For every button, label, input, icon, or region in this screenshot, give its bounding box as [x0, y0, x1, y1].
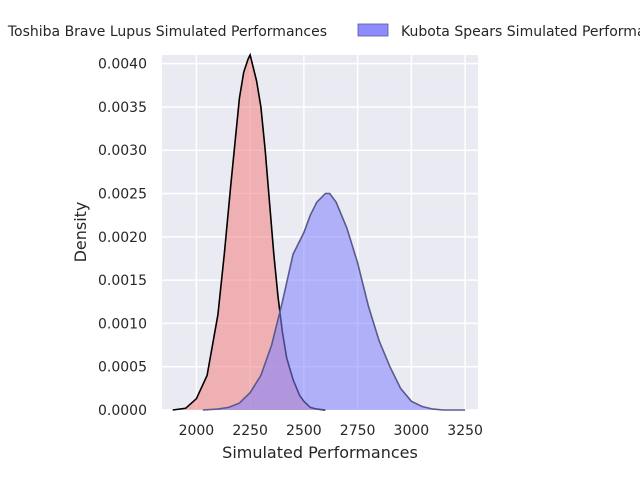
x-axis-label: Simulated Performances: [222, 443, 418, 462]
legend: Toshiba Brave Lupus Simulated Performanc…: [7, 23, 640, 40]
x-ticks: 2000 2250 2500 2750 3000 3250: [179, 423, 483, 439]
y-tick-label-0.0025: 0.0025: [98, 187, 147, 203]
y-tick-label-0.0020: 0.0020: [98, 230, 147, 246]
y-tick-label-0.0040: 0.0040: [98, 57, 147, 73]
series-area-1: [172, 55, 326, 410]
legend-swatch-2: [357, 23, 389, 37]
x-tick-label-2750: 2750: [340, 423, 376, 439]
legend-label-2: Kubota Spears Simulated Performances: [401, 24, 640, 40]
series-line-2: [202, 192, 466, 411]
y-tick-label-0.0000: 0.0000: [98, 403, 147, 419]
y-tick-label-0.0015: 0.0015: [98, 273, 147, 289]
y-tick-label-0.0005: 0.0005: [98, 360, 147, 376]
x-tick-label-2500: 2500: [286, 423, 322, 439]
y-tick-label-0.0035: 0.0035: [98, 100, 147, 116]
x-tick-label-3000: 3000: [394, 423, 430, 439]
x-tick-label-3250: 3250: [447, 423, 483, 439]
legend-label-1: Toshiba Brave Lupus Simulated Performanc…: [7, 24, 327, 40]
y-tick-label-0.0010: 0.0010: [98, 316, 147, 332]
x-tick-label-2250: 2250: [232, 423, 268, 439]
y-tick-label-0.0030: 0.0030: [98, 143, 147, 159]
y-axis-label: Density: [71, 202, 90, 263]
x-tick-label-2000: 2000: [179, 423, 215, 439]
y-ticks: 0.0000 0.0005 0.0010 0.0015 0.0020 0.0025 0.00…: [98, 57, 147, 419]
series-areas: [172, 52, 466, 411]
